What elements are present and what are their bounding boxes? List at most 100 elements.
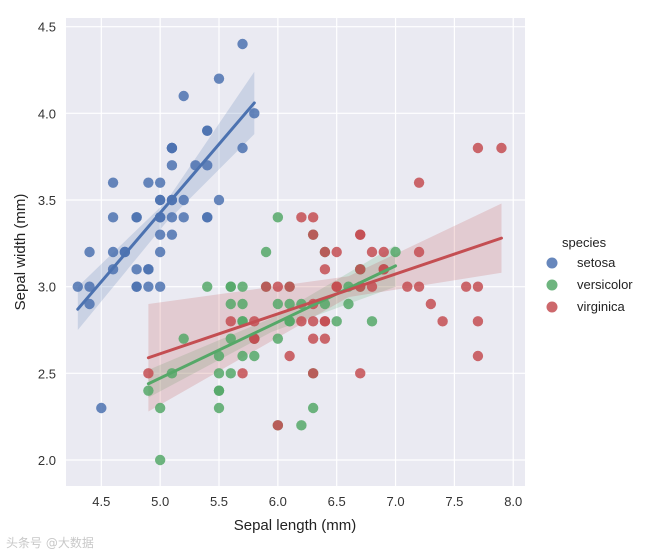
setosa-point	[202, 125, 213, 136]
setosa-point	[166, 212, 178, 223]
virginica-point	[472, 142, 484, 154]
setosa-point	[143, 281, 154, 292]
virginica-point	[437, 316, 448, 327]
virginica-point	[225, 316, 236, 327]
virginica-point	[355, 368, 366, 379]
versicolor-point	[272, 298, 284, 310]
setosa-point	[166, 142, 178, 154]
virginica-point	[284, 350, 295, 362]
x-tick-label: 6.0	[269, 494, 287, 509]
versicolor-point	[213, 368, 225, 379]
legend-title: species	[562, 235, 607, 250]
legend: species setosa versicolor virginica	[546, 235, 633, 314]
virginica-point	[472, 350, 484, 362]
setosa-point	[154, 177, 166, 188]
versicolor-point	[260, 246, 272, 258]
virginica-point	[143, 368, 154, 379]
setosa-point	[213, 194, 225, 206]
y-tick-label: 4.0	[38, 106, 56, 121]
setosa-point	[178, 194, 189, 206]
virginica-point	[378, 246, 389, 258]
versicolor-point	[272, 333, 284, 344]
setosa-point	[96, 402, 107, 414]
setosa-point	[154, 229, 166, 240]
legend-label-versicolor: versicolor	[577, 277, 633, 292]
y-tick-labels: 2.0 2.5 3.0 3.5 4.0 4.5	[38, 20, 56, 468]
versicolor-point	[225, 333, 236, 344]
virginica-point	[425, 298, 437, 310]
versicolor-point	[366, 316, 378, 327]
legend-marker-virginica	[546, 301, 558, 313]
legend-label-setosa: setosa	[577, 255, 616, 270]
virginica-point	[413, 246, 425, 258]
setosa-point	[249, 108, 260, 119]
x-tick-label: 4.5	[92, 494, 110, 509]
virginica-point	[331, 281, 342, 292]
virginica-point	[319, 264, 331, 275]
versicolor-regression-line	[146, 264, 398, 386]
setosa-point	[131, 212, 142, 223]
versicolor-point	[296, 420, 307, 431]
setosa-point	[154, 281, 166, 292]
virginica-point	[319, 316, 331, 327]
x-tick-label: 8.0	[504, 494, 522, 509]
x-tick-label: 5.0	[151, 494, 169, 509]
versicolor-point	[143, 385, 154, 396]
versicolor-point	[154, 402, 166, 414]
virginica-point	[296, 316, 307, 327]
virginica-point	[260, 281, 272, 292]
regression-lines	[76, 101, 503, 386]
legend-label-virginica: virginica	[577, 299, 625, 314]
versicolor-point	[284, 298, 295, 310]
virginica-point	[472, 281, 484, 292]
setosa-confidence-band	[77, 71, 255, 330]
x-tick-labels: 4.5 5.0 5.5 6.0 6.5 7.0 7.5 8.0	[92, 494, 522, 509]
versicolor-point	[331, 316, 342, 327]
x-tick-label: 5.5	[210, 494, 228, 509]
plot-background	[66, 18, 525, 486]
virginica-point	[272, 281, 284, 292]
setosa-point	[213, 73, 225, 84]
versicolor-point	[272, 212, 284, 223]
virginica-point	[237, 368, 248, 379]
setosa-point	[237, 38, 248, 50]
virginica-point	[413, 281, 425, 292]
setosa-point	[166, 160, 178, 171]
x-tick-label: 7.5	[445, 494, 463, 509]
setosa-point	[166, 229, 178, 240]
virginica-point	[319, 333, 331, 344]
virginica-point	[355, 229, 366, 240]
x-tick-label: 6.5	[328, 494, 346, 509]
y-tick-label: 3.5	[38, 193, 56, 208]
virginica-point	[413, 177, 425, 188]
virginica-point	[460, 281, 472, 292]
virginica-point	[307, 333, 319, 344]
virginica-point	[296, 212, 307, 223]
virginica-point	[472, 316, 484, 327]
virginica-point	[284, 281, 295, 292]
y-tick-label: 2.0	[38, 453, 56, 468]
versicolor-point	[237, 350, 248, 362]
setosa-point	[154, 194, 166, 206]
setosa-point	[143, 264, 154, 275]
versicolor-point	[213, 402, 225, 414]
y-tick-label: 3.0	[38, 280, 56, 295]
versicolor-point	[390, 246, 401, 258]
setosa-point	[237, 142, 248, 154]
legend-marker-versicolor	[546, 279, 558, 291]
setosa-point	[202, 212, 213, 223]
setosa-point	[178, 90, 189, 102]
versicolor-point	[225, 368, 236, 379]
setosa-point	[84, 246, 95, 258]
virginica-point	[319, 246, 331, 258]
legend-marker-setosa	[546, 257, 558, 269]
setosa-point	[84, 298, 95, 310]
y-tick-label: 4.5	[38, 20, 56, 35]
setosa-point	[131, 281, 142, 292]
setosa-point	[154, 246, 166, 258]
setosa-regression-line	[76, 101, 256, 311]
versicolor-point	[237, 298, 248, 310]
versicolor-point	[213, 350, 225, 362]
versicolor-point	[343, 298, 354, 310]
versicolor-point	[178, 333, 189, 344]
